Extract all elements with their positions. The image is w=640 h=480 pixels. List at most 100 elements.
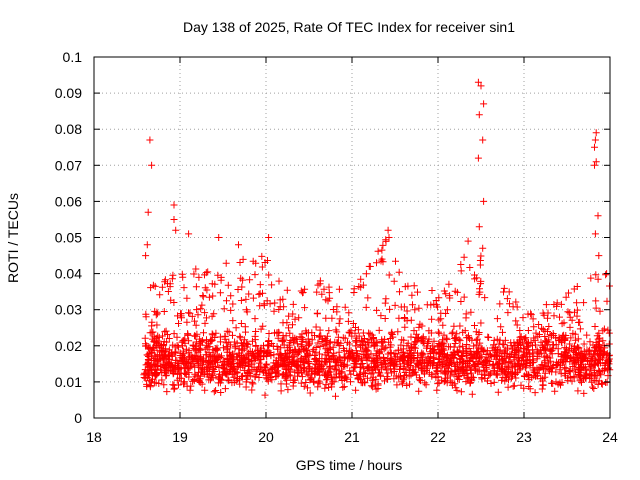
data-point	[194, 311, 202, 319]
data-point	[509, 303, 517, 311]
data-point	[408, 291, 416, 299]
data-point	[398, 349, 406, 357]
data-point	[473, 335, 481, 343]
data-point	[495, 340, 503, 348]
data-point	[364, 294, 372, 302]
chart-title: Day 138 of 2025, Rate Of TEC Index for r…	[183, 19, 515, 35]
data-point	[305, 359, 313, 367]
data-point	[580, 299, 588, 307]
data-point	[529, 315, 537, 323]
data-point	[475, 351, 483, 359]
data-point	[596, 307, 604, 315]
data-point	[326, 338, 334, 346]
data-point	[176, 349, 184, 357]
data-point	[482, 358, 490, 365]
data-point	[564, 374, 572, 382]
data-point	[252, 342, 260, 350]
data-point	[536, 331, 543, 338]
data-point	[573, 299, 581, 307]
data-point	[325, 327, 333, 335]
y-tick-label: 0.03	[55, 302, 82, 318]
data-point	[275, 277, 283, 285]
data-point	[197, 353, 205, 361]
data-point	[471, 322, 478, 329]
data-point	[285, 312, 293, 320]
data-point	[424, 364, 432, 372]
data-point	[326, 363, 334, 371]
data-point	[198, 301, 206, 309]
data-point	[285, 371, 293, 379]
data-point	[568, 377, 576, 385]
y-tick-label: 0.02	[55, 338, 82, 354]
data-point	[522, 362, 530, 370]
data-point	[423, 301, 431, 309]
data-point	[562, 348, 570, 356]
data-point	[283, 286, 291, 294]
data-point	[525, 376, 533, 384]
data-point	[258, 252, 266, 260]
data-point	[492, 348, 500, 356]
data-point	[521, 364, 529, 372]
data-point	[234, 286, 242, 293]
data-point	[450, 354, 458, 361]
data-point	[474, 78, 482, 86]
data-point	[415, 387, 423, 395]
data-point	[341, 372, 349, 380]
data-point	[191, 317, 198, 325]
data-point	[516, 333, 524, 341]
data-point	[300, 346, 308, 354]
data-point	[217, 276, 225, 284]
data-point	[405, 367, 413, 375]
data-point	[151, 282, 159, 290]
data-point	[324, 297, 332, 305]
data-point	[359, 360, 367, 367]
data-point	[229, 317, 237, 325]
data-point	[552, 334, 560, 342]
data-point	[359, 281, 367, 289]
data-point	[414, 363, 422, 371]
data-point	[183, 382, 191, 390]
data-point	[363, 346, 371, 354]
data-point	[575, 319, 583, 326]
data-point	[455, 372, 462, 380]
data-point	[477, 319, 485, 327]
data-point	[272, 369, 280, 377]
data-point	[343, 375, 351, 383]
data-point	[454, 365, 462, 373]
data-point	[530, 323, 538, 331]
data-point	[333, 328, 341, 336]
data-point	[443, 306, 451, 314]
data-point	[309, 367, 317, 375]
data-point	[441, 368, 449, 376]
data-point	[580, 375, 587, 383]
data-point	[208, 330, 216, 338]
data-point	[480, 346, 488, 354]
data-point	[405, 351, 413, 359]
data-point	[428, 315, 436, 323]
data-point	[516, 327, 524, 334]
data-point	[462, 378, 470, 386]
data-point	[299, 345, 307, 353]
data-point	[457, 261, 465, 268]
data-point	[357, 275, 365, 283]
data-point	[221, 333, 229, 341]
data-point	[304, 360, 312, 368]
data-point	[392, 257, 399, 265]
data-point	[490, 336, 498, 344]
data-point	[239, 372, 246, 380]
data-point	[410, 327, 418, 335]
data-point	[603, 297, 611, 305]
data-point	[146, 382, 154, 389]
data-point	[500, 284, 508, 292]
data-point	[220, 305, 228, 313]
data-point	[213, 344, 221, 352]
data-point	[143, 380, 151, 388]
data-point	[284, 346, 292, 354]
data-point	[595, 329, 603, 337]
data-point	[289, 359, 297, 367]
data-point	[324, 346, 332, 354]
data-point	[201, 271, 208, 279]
data-point	[474, 154, 482, 162]
data-point	[570, 372, 578, 380]
data-point	[450, 335, 458, 342]
